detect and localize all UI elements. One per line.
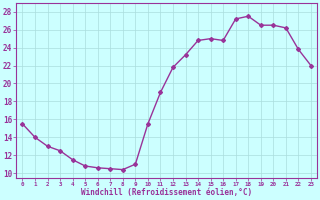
X-axis label: Windchill (Refroidissement éolien,°C): Windchill (Refroidissement éolien,°C) [81,188,252,197]
